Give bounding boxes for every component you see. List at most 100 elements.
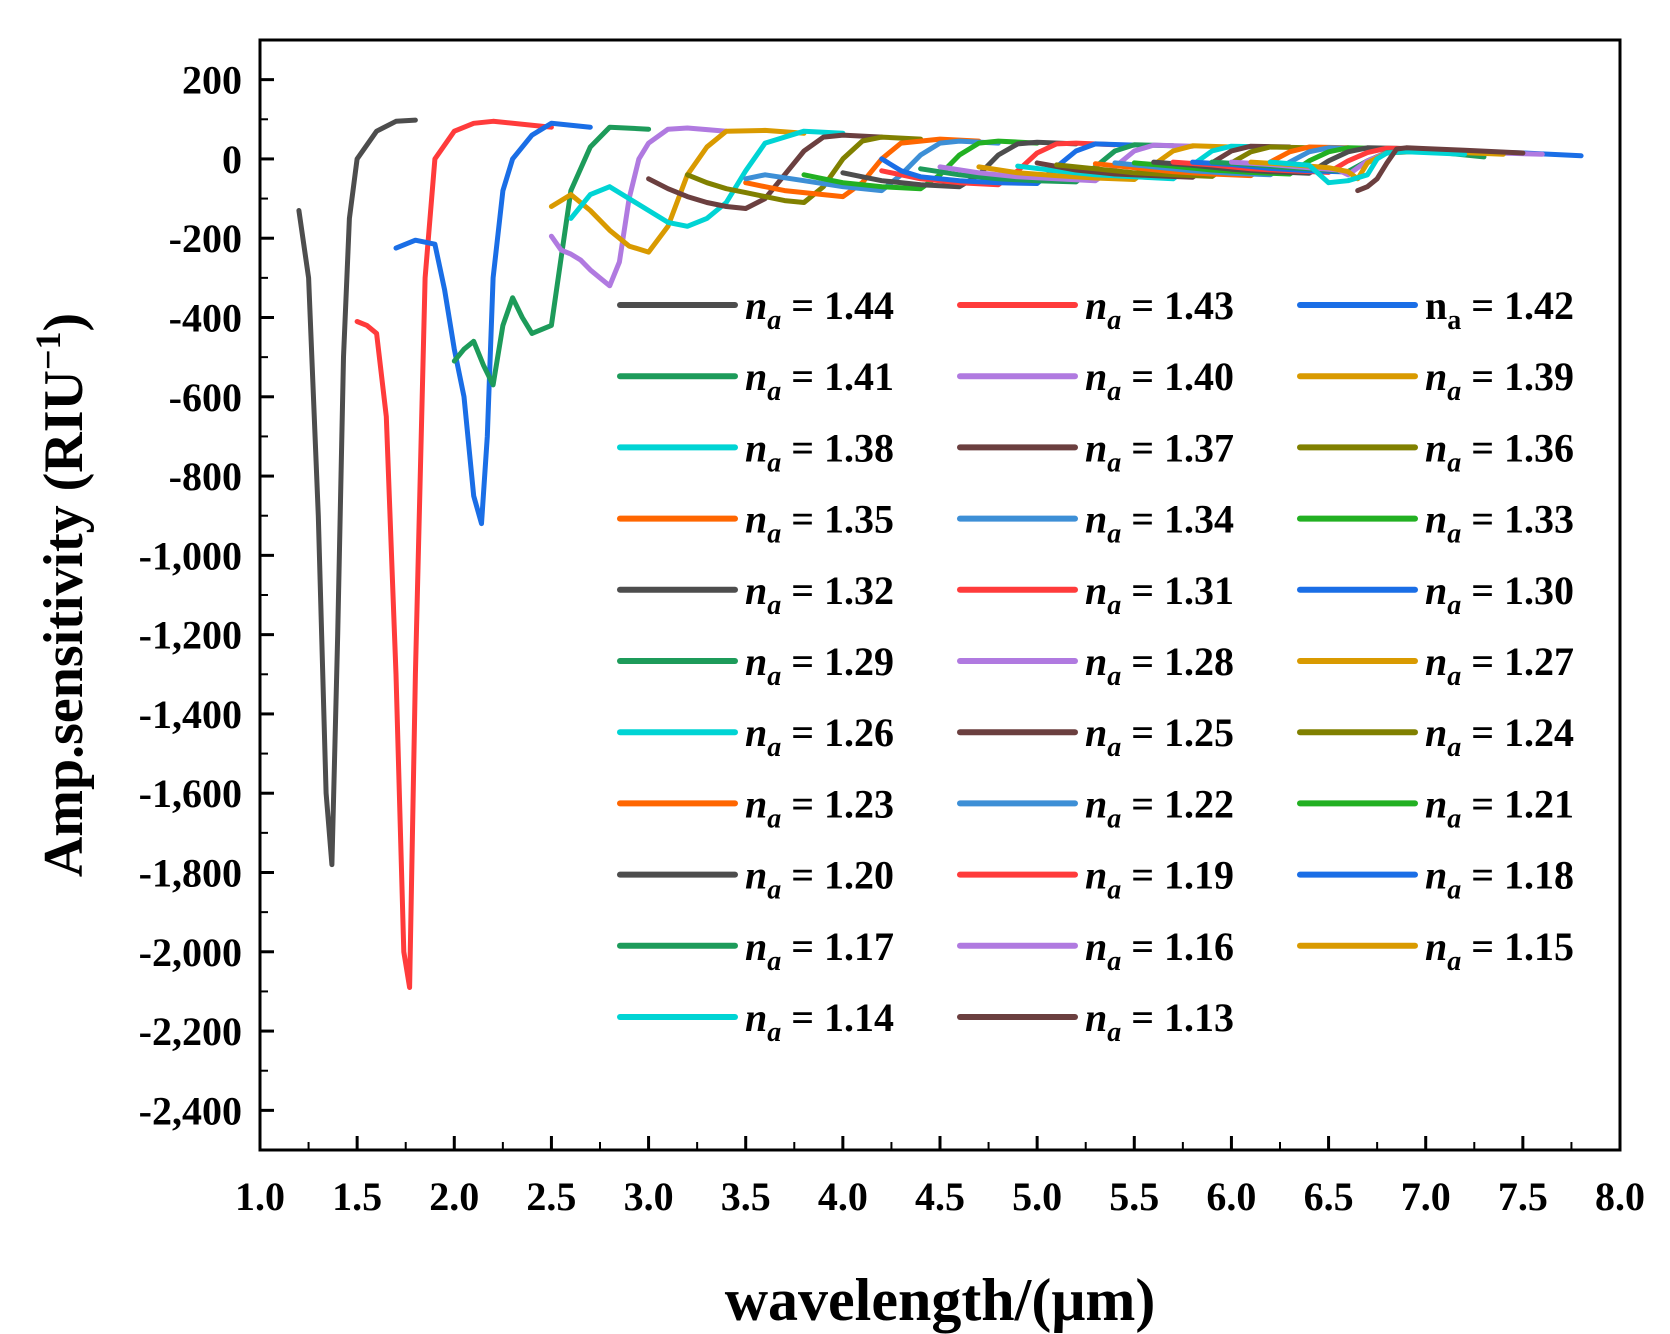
x-tick-label: 2.0 (429, 1174, 479, 1219)
y-axis-ticks: 200 0 -200 -400 -600 -800 -1,000 -1,200 -1,400 -1… (139, 58, 274, 1133)
x-tick-label: 7.0 (1401, 1174, 1451, 1219)
y-tick-label: -1,000 (139, 533, 242, 578)
legend-label: na = 1.24 (1425, 710, 1574, 763)
legend-item: na = 1.15 (1297, 924, 1574, 977)
y-axis-label-main: Amp.sensitivity (RIU (33, 370, 95, 877)
legend-label: na = 1.18 (1425, 853, 1574, 906)
y-tick-label: 200 (182, 58, 242, 103)
x-tick-label: 2.5 (526, 1174, 576, 1219)
x-tick-label: 4.5 (915, 1174, 965, 1219)
series-line (879, 141, 1137, 186)
legend-label: na = 1.42 (1425, 283, 1574, 336)
legend-item: na = 1.42 (1297, 283, 1574, 336)
legend-label: na = 1.35 (745, 497, 894, 550)
y-tick-label: -1,600 (139, 771, 242, 816)
legend-label: na = 1.19 (1085, 853, 1234, 906)
legend-item: na = 1.16 (957, 924, 1234, 977)
legend-item: na = 1.39 (1297, 354, 1574, 407)
x-tick-label: 4.0 (818, 1174, 868, 1219)
legend-label: na = 1.28 (1085, 639, 1234, 692)
legend-label: na = 1.14 (745, 995, 894, 1048)
legend-label: na = 1.29 (745, 639, 894, 692)
x-tick-label: 7.5 (1498, 1174, 1548, 1219)
x-tick-label: 5.0 (1012, 1174, 1062, 1219)
legend-label: na = 1.21 (1425, 781, 1574, 834)
legend-item: na = 1.21 (1297, 781, 1574, 834)
legend-item: na = 1.41 (617, 354, 894, 407)
y-axis-label-sup: −1 (28, 332, 68, 371)
legend: na = 1.44 na = 1.43 na = 1.42 na = 1.41 na =… (617, 283, 1574, 1048)
legend-item: na = 1.22 (957, 781, 1234, 834)
y-tick-label: -200 (169, 216, 242, 261)
legend-item: na = 1.44 (617, 283, 894, 336)
legend-label: na = 1.40 (1085, 354, 1234, 407)
legend-item: na = 1.40 (957, 354, 1234, 407)
legend-item: na = 1.19 (957, 853, 1234, 906)
y-axis-label: Amp.sensitivity (RIU−1) (28, 313, 95, 877)
legend-item: na = 1.14 (617, 995, 894, 1048)
series-line (393, 120, 593, 527)
legend-item: na = 1.28 (957, 639, 1234, 692)
legend-label: na = 1.37 (1085, 425, 1234, 478)
x-tick-label: 1.0 (235, 1174, 285, 1219)
y-tick-label: -2,200 (139, 1009, 242, 1054)
series-line (451, 124, 652, 388)
x-tick-label: 8.0 (1595, 1174, 1645, 1219)
legend-item: na = 1.32 (617, 568, 894, 621)
legend-item: na = 1.35 (617, 497, 894, 550)
y-axis-label-close: ) (33, 313, 95, 332)
legend-item: na = 1.25 (957, 710, 1234, 763)
legend-item: na = 1.36 (1297, 425, 1574, 478)
series-line (548, 127, 807, 255)
y-tick-label: -1,800 (139, 851, 242, 896)
x-tick-label: 1.5 (332, 1174, 382, 1219)
legend-label: na = 1.23 (745, 781, 894, 834)
legend-label: na = 1.33 (1425, 497, 1574, 550)
y-tick-label: -1,400 (139, 692, 242, 737)
series-line (646, 132, 885, 211)
x-axis-label: wavelength/(μm) (725, 1267, 1156, 1333)
legend-item: na = 1.37 (957, 425, 1234, 478)
series-line (976, 143, 1234, 182)
y-tick-label: -2,400 (139, 1088, 242, 1133)
x-tick-label: 3.5 (721, 1174, 771, 1219)
series-line (568, 128, 846, 229)
x-axis-ticks: 1.0 1.5 2.0 2.5 3.0 3.5 4.0 4.5 5.0 5.5 6.0 6.5 7.0 7… (235, 1136, 1645, 1219)
legend-item: na = 1.31 (957, 568, 1234, 621)
legend-item: na = 1.43 (957, 283, 1234, 336)
legend-label: na = 1.32 (745, 568, 894, 621)
y-tick-label: -1,200 (139, 613, 242, 658)
x-tick-label: 5.5 (1109, 1174, 1159, 1219)
legend-label: na = 1.25 (1085, 710, 1234, 763)
series-line (743, 136, 982, 200)
series-line (937, 142, 1196, 184)
y-tick-label: -2,000 (139, 930, 242, 975)
x-tick-label: 6.5 (1304, 1174, 1354, 1219)
legend-label: na = 1.39 (1425, 354, 1574, 407)
legend-item: na = 1.18 (1297, 853, 1574, 906)
legend-item: na = 1.29 (617, 639, 894, 692)
y-tick-label: -800 (169, 454, 242, 499)
y-tick-label: 0 (222, 137, 242, 182)
legend-label: na = 1.16 (1085, 924, 1234, 977)
legend-item: na = 1.17 (617, 924, 894, 977)
legend-label: na = 1.17 (745, 924, 894, 977)
legend-label: na = 1.30 (1425, 568, 1574, 621)
legend-label: na = 1.38 (745, 425, 894, 478)
series-line (684, 134, 924, 205)
legend-item: na = 1.33 (1297, 497, 1574, 550)
legend-label: na = 1.20 (745, 853, 894, 906)
series-line (548, 125, 729, 289)
series-group (296, 117, 1584, 990)
legend-label: na = 1.27 (1425, 639, 1574, 692)
legend-item: na = 1.26 (617, 710, 894, 763)
legend-item: na = 1.27 (1297, 639, 1574, 692)
legend-item: na = 1.23 (617, 781, 894, 834)
legend-label: na = 1.22 (1085, 781, 1234, 834)
legend-label: na = 1.31 (1085, 568, 1234, 621)
legend-label: na = 1.26 (745, 710, 894, 763)
legend-label: na = 1.15 (1425, 924, 1574, 977)
legend-item: na = 1.34 (957, 497, 1234, 550)
y-tick-label: -400 (169, 296, 242, 341)
y-tick-label: -600 (169, 375, 242, 420)
